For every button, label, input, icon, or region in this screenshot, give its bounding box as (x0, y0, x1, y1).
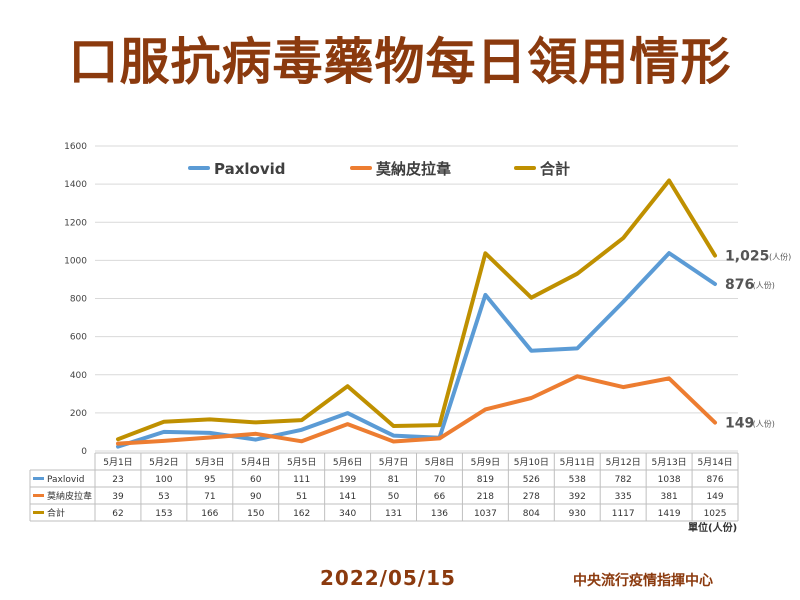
table-header-cell: 5月1日 (103, 457, 132, 468)
table-cell: 392 (569, 492, 586, 502)
y-tick-label: 1400 (64, 180, 87, 190)
series-line (116, 178, 717, 442)
end-unit-label: (人份) (753, 419, 775, 429)
table-row-label: 合計 (47, 507, 65, 519)
table-row-label: Paxlovid (47, 475, 84, 485)
table-cell: 60 (250, 475, 262, 485)
table-cell: 381 (661, 492, 678, 502)
table-cell: 199 (339, 475, 356, 485)
table-cell: 335 (615, 492, 632, 502)
table-cell: 66 (434, 492, 446, 502)
series-line (116, 251, 717, 449)
table-cell: 150 (247, 509, 264, 519)
table-cell: 100 (155, 475, 172, 485)
table-cell: 1025 (704, 509, 727, 519)
table-cell: 1038 (658, 475, 681, 485)
y-tick-label: 800 (70, 295, 87, 305)
table-cell: 149 (706, 492, 723, 502)
table-cell: 53 (158, 492, 169, 502)
table-cell: 538 (569, 475, 586, 485)
legend-entry: 合計 (539, 160, 570, 178)
table-cell: 930 (569, 509, 586, 519)
legend-entry: Paxlovid (214, 160, 286, 178)
end-value-label: 149 (725, 416, 754, 432)
table-cell: 340 (339, 509, 356, 519)
table-header-cell: 5月10日 (514, 457, 549, 468)
table-header-cell: 5月6日 (333, 457, 362, 468)
table-cell: 819 (477, 475, 494, 485)
table-cell: 1117 (612, 509, 635, 519)
table-header-cell: 5月8日 (425, 457, 454, 468)
table-cell: 1419 (658, 509, 681, 519)
y-tick-label: 1000 (64, 256, 87, 266)
end-unit-label: (人份) (753, 280, 775, 290)
date-label: 2022/05/15 (320, 566, 456, 590)
table-cell: 95 (204, 475, 215, 485)
table-cell: 51 (296, 492, 307, 502)
end-value-label: 1,025 (725, 249, 769, 265)
y-tick-label: 1200 (64, 218, 87, 228)
table-cell: 218 (477, 492, 494, 502)
table-header-cell: 5月4日 (241, 457, 270, 468)
table-cell: 804 (523, 509, 540, 519)
table-cell: 162 (293, 509, 310, 519)
end-unit-label: (人份) (769, 252, 791, 262)
table-cell: 153 (155, 509, 172, 519)
y-tick-label: 400 (70, 371, 87, 381)
unit-label: 單位(人份) (688, 523, 738, 534)
table-header-cell: 5月12日 (606, 457, 641, 468)
table-cell: 90 (250, 492, 262, 502)
table-cell: 166 (201, 509, 218, 519)
table-header-cell: 5月14日 (697, 457, 732, 468)
table-cell: 141 (339, 492, 356, 502)
table-cell: 1037 (474, 509, 497, 519)
table-header-cell: 5月7日 (379, 457, 408, 468)
source-label: 中央流行疫情指揮中心 (573, 573, 713, 589)
table-cell: 131 (385, 509, 402, 519)
table-cell: 278 (523, 492, 540, 502)
end-value-label: 876 (725, 277, 754, 293)
table-header-cell: 5月13日 (652, 457, 687, 468)
table-header-cell: 5月3日 (195, 457, 224, 468)
table-cell: 136 (431, 509, 448, 519)
table-header-cell: 5月9日 (471, 457, 500, 468)
series-line (116, 374, 717, 446)
y-tick-label: 200 (70, 409, 87, 419)
table-cell: 111 (293, 475, 310, 485)
y-tick-label: 1600 (64, 142, 87, 152)
table-cell: 81 (388, 475, 399, 485)
table-cell: 50 (388, 492, 400, 502)
chart-title: 口服抗病毒藥物每日領用情形 (68, 33, 732, 91)
y-tick-label: 600 (70, 333, 87, 343)
table-cell: 23 (112, 475, 123, 485)
table-header-cell: 5月5日 (287, 457, 316, 468)
table-cell: 62 (112, 509, 123, 519)
table-cell: 782 (615, 475, 632, 485)
table-cell: 70 (434, 475, 446, 485)
table-header-cell: 5月2日 (149, 457, 178, 468)
table-row-label: 莫納皮拉韋 (47, 490, 92, 502)
table-cell: 39 (112, 492, 124, 502)
y-tick-label: 0 (81, 447, 87, 457)
table-cell: 876 (706, 475, 723, 485)
table-cell: 71 (204, 492, 215, 502)
legend-entry: 莫納皮拉韋 (376, 160, 451, 178)
table-cell: 526 (523, 475, 540, 485)
table-header-cell: 5月11日 (560, 457, 595, 468)
